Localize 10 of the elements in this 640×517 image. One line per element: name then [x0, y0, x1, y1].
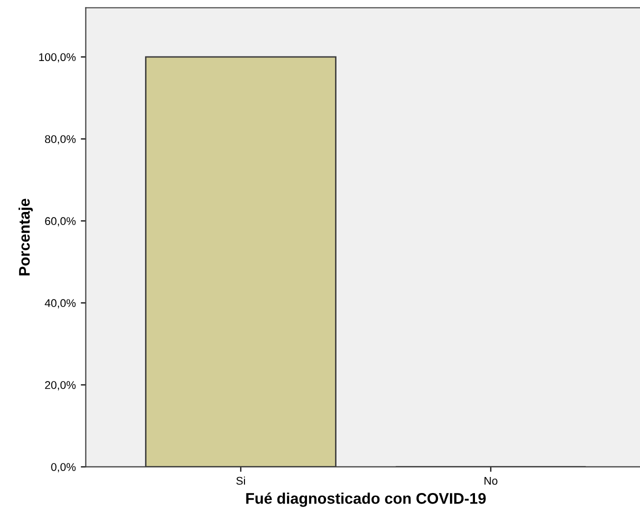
y-tick-label: 80,0%	[45, 135, 76, 144]
y-tick-label: 0,0%	[51, 463, 76, 472]
x-tick-label: Si	[236, 476, 245, 485]
x-tick-label: No	[484, 476, 498, 485]
x-axis-title: Fué diagnosticado con COVID-19	[246, 492, 486, 507]
y-tick-label: 20,0%	[45, 381, 76, 390]
y-axis-title: Porcentaje	[18, 198, 33, 276]
y-tick-label: 40,0%	[44, 299, 76, 308]
y-tick-label: 100,0%	[39, 53, 76, 62]
y-tick-label: 60,0%	[45, 217, 76, 226]
